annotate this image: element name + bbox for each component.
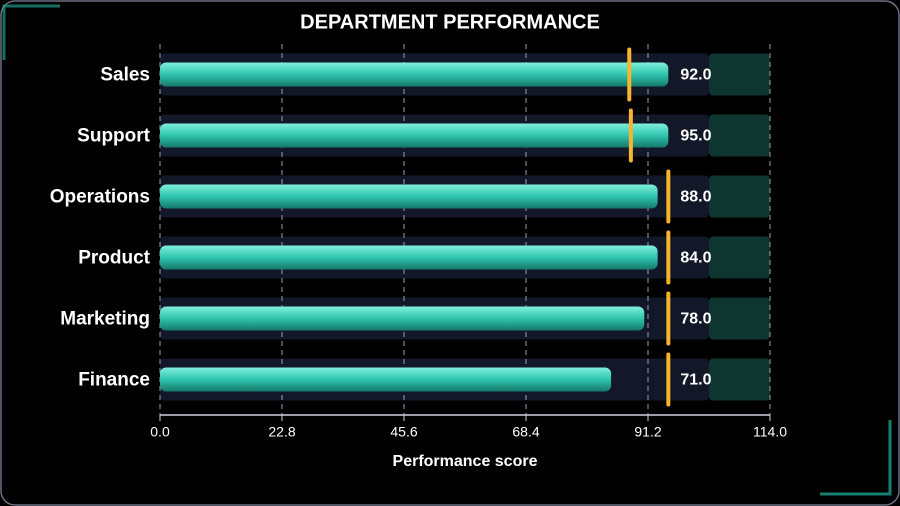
value-label: 95.0: [680, 128, 711, 145]
x-tick-label: 114.0: [753, 424, 787, 440]
range-band: [709, 297, 770, 340]
corner-deco: [820, 420, 892, 496]
chart-title: DEPARTMENT PERFORMANCE: [300, 11, 600, 33]
value-label: 88.0: [680, 189, 711, 206]
x-tick-label: 0.0: [150, 424, 170, 440]
x-tick-label: 68.4: [512, 424, 539, 440]
y-tick-label: Marketing: [60, 309, 150, 330]
range-band: [709, 114, 770, 157]
y-tick-label: Operations: [50, 187, 150, 208]
y-tick-label: Support: [77, 126, 150, 147]
value-label: 92.0: [680, 67, 711, 84]
bar: [160, 367, 612, 392]
value-label: 71.0: [680, 372, 711, 389]
range-band: [709, 236, 770, 279]
bar: [160, 184, 658, 209]
y-tick-label: Finance: [78, 370, 150, 391]
range-band: [709, 53, 770, 96]
value-label: 84.0: [680, 250, 711, 267]
bar: [160, 123, 669, 148]
x-tick-label: 91.2: [634, 424, 661, 440]
y-tick-label: Sales: [100, 65, 150, 86]
range-band: [709, 358, 770, 401]
value-label: 78.0: [680, 311, 711, 328]
bar: [160, 245, 658, 270]
x-tick-label: 22.8: [268, 424, 295, 440]
range-band: [709, 175, 770, 218]
bar: [160, 306, 645, 331]
x-tick-label: 45.6: [390, 424, 417, 440]
y-tick-label: Product: [78, 248, 150, 269]
x-axis-label: Performance score: [393, 453, 538, 470]
corner-deco: [2, 4, 60, 60]
bar: [160, 62, 669, 87]
